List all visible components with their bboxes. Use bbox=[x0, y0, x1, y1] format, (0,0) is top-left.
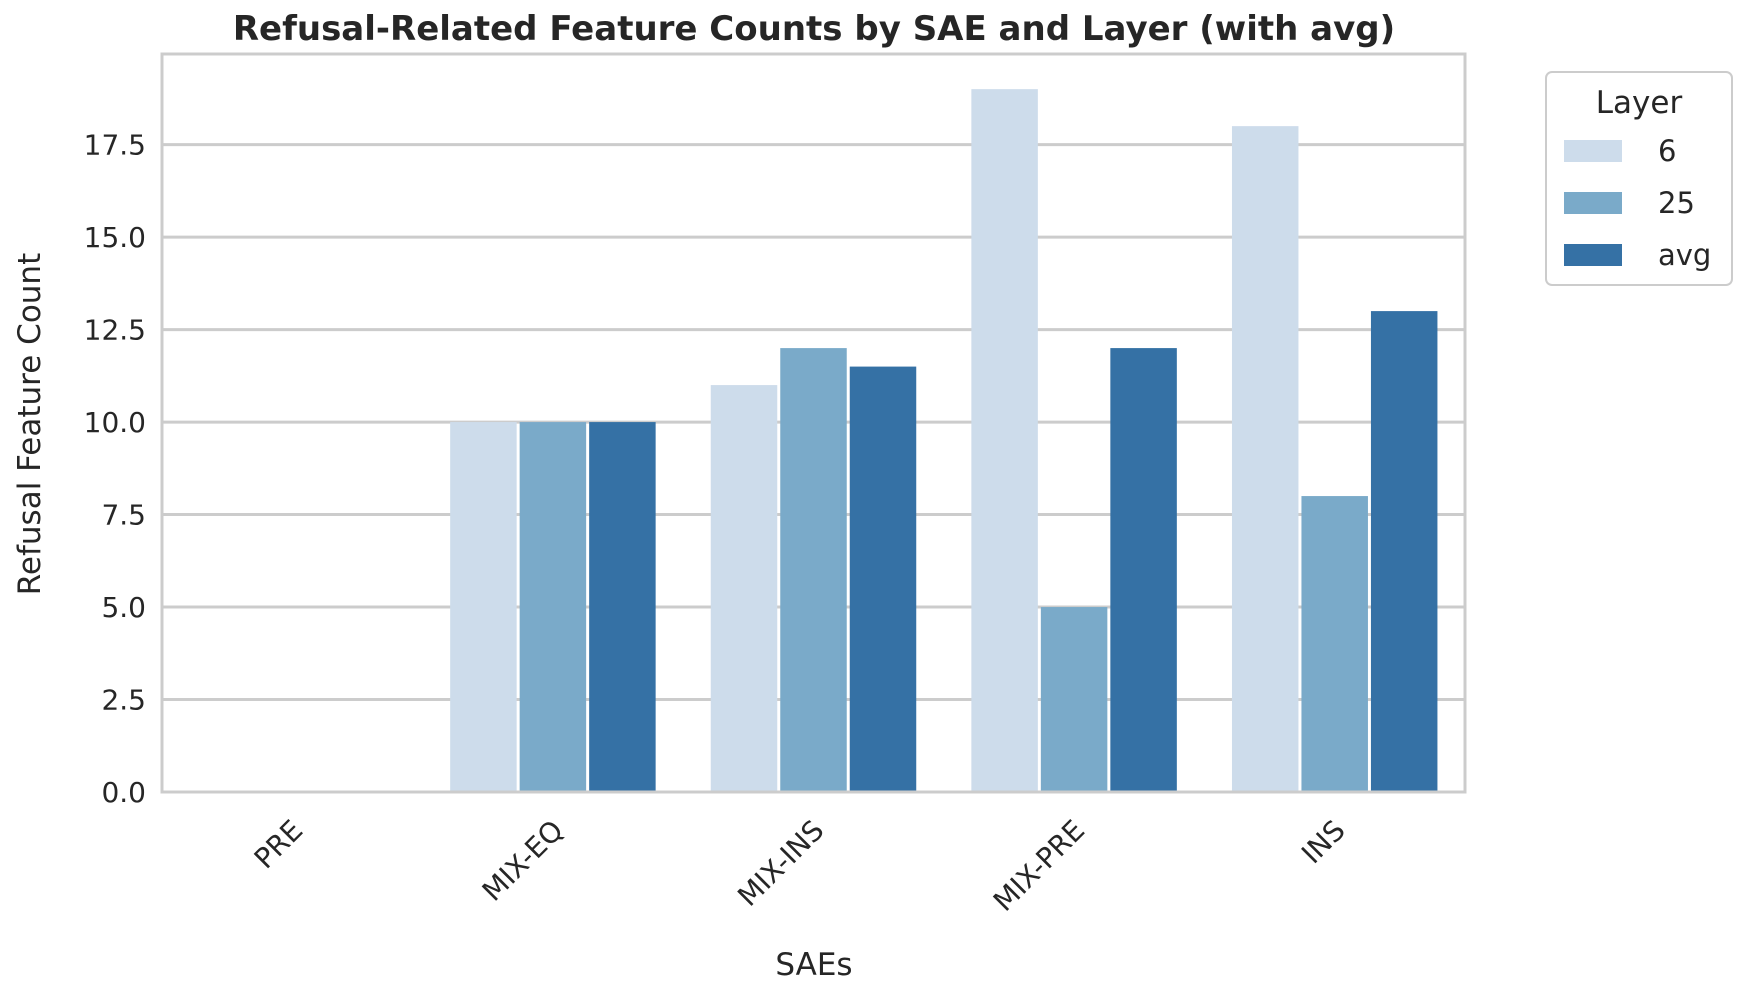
x-tick-label: MIX-PRE bbox=[987, 814, 1091, 918]
bar-INS-25 bbox=[1301, 496, 1368, 792]
bar-MIX-INS-avg bbox=[849, 366, 917, 792]
bar-MIX-PRE-25 bbox=[1040, 607, 1108, 792]
legend-title: Layer bbox=[1596, 85, 1683, 121]
y-tick-label: 10.0 bbox=[84, 406, 146, 439]
y-tick-label: 7.5 bbox=[101, 499, 146, 532]
plot-frame bbox=[160, 52, 1467, 794]
bar-INS-6 bbox=[1231, 126, 1299, 793]
bar-MIX-INS-6 bbox=[710, 385, 778, 792]
bar-MIX-INS-25 bbox=[780, 348, 847, 792]
bar-INS-avg bbox=[1370, 311, 1438, 792]
legend-box bbox=[1545, 71, 1733, 286]
y-tick-label: 0.0 bbox=[101, 776, 146, 809]
x-tick-label: PRE bbox=[248, 814, 310, 876]
bar-MIX-EQ-6 bbox=[450, 422, 517, 792]
legend-label: avg bbox=[1658, 238, 1711, 272]
bar-MIX-PRE-avg bbox=[1110, 348, 1177, 792]
legend-swatch-6 bbox=[1564, 140, 1622, 162]
bar-MIX-EQ-25 bbox=[519, 422, 587, 792]
bar-MIX-EQ-avg bbox=[589, 422, 656, 792]
y-tick-labels: 0.0 2.5 5.0 7.5 10.0 12.5 15.0 17.5 bbox=[84, 129, 146, 809]
legend-swatch-avg bbox=[1564, 244, 1622, 266]
y-tick-label: 17.5 bbox=[84, 129, 146, 162]
x-tick-label: INS bbox=[1295, 814, 1352, 871]
y-tick-label: 12.5 bbox=[84, 314, 146, 347]
chart-title: Refusal-Related Feature Counts by SAE an… bbox=[233, 9, 1395, 49]
x-tick-label: MIX-INS bbox=[731, 814, 830, 913]
legend-swatch-25 bbox=[1564, 192, 1622, 214]
bars bbox=[450, 89, 1438, 793]
x-tick-label: MIX-EQ bbox=[476, 814, 570, 908]
y-tick-label: 15.0 bbox=[84, 221, 146, 254]
y-tick-label: 5.0 bbox=[101, 591, 146, 624]
legend-label: 6 bbox=[1658, 134, 1676, 168]
y-axis-label: Refusal Feature Count bbox=[12, 253, 48, 595]
bar-MIX-PRE-6 bbox=[971, 89, 1038, 792]
legend-label: 25 bbox=[1658, 186, 1695, 220]
x-axis-label: SAEs bbox=[775, 947, 852, 983]
x-tick-labels: PRE MIX-EQ MIX-INS MIX-PRE INS bbox=[248, 814, 1352, 918]
legend: Layer 6 25 avg bbox=[1545, 71, 1733, 286]
y-tick-label: 2.5 bbox=[101, 684, 146, 717]
